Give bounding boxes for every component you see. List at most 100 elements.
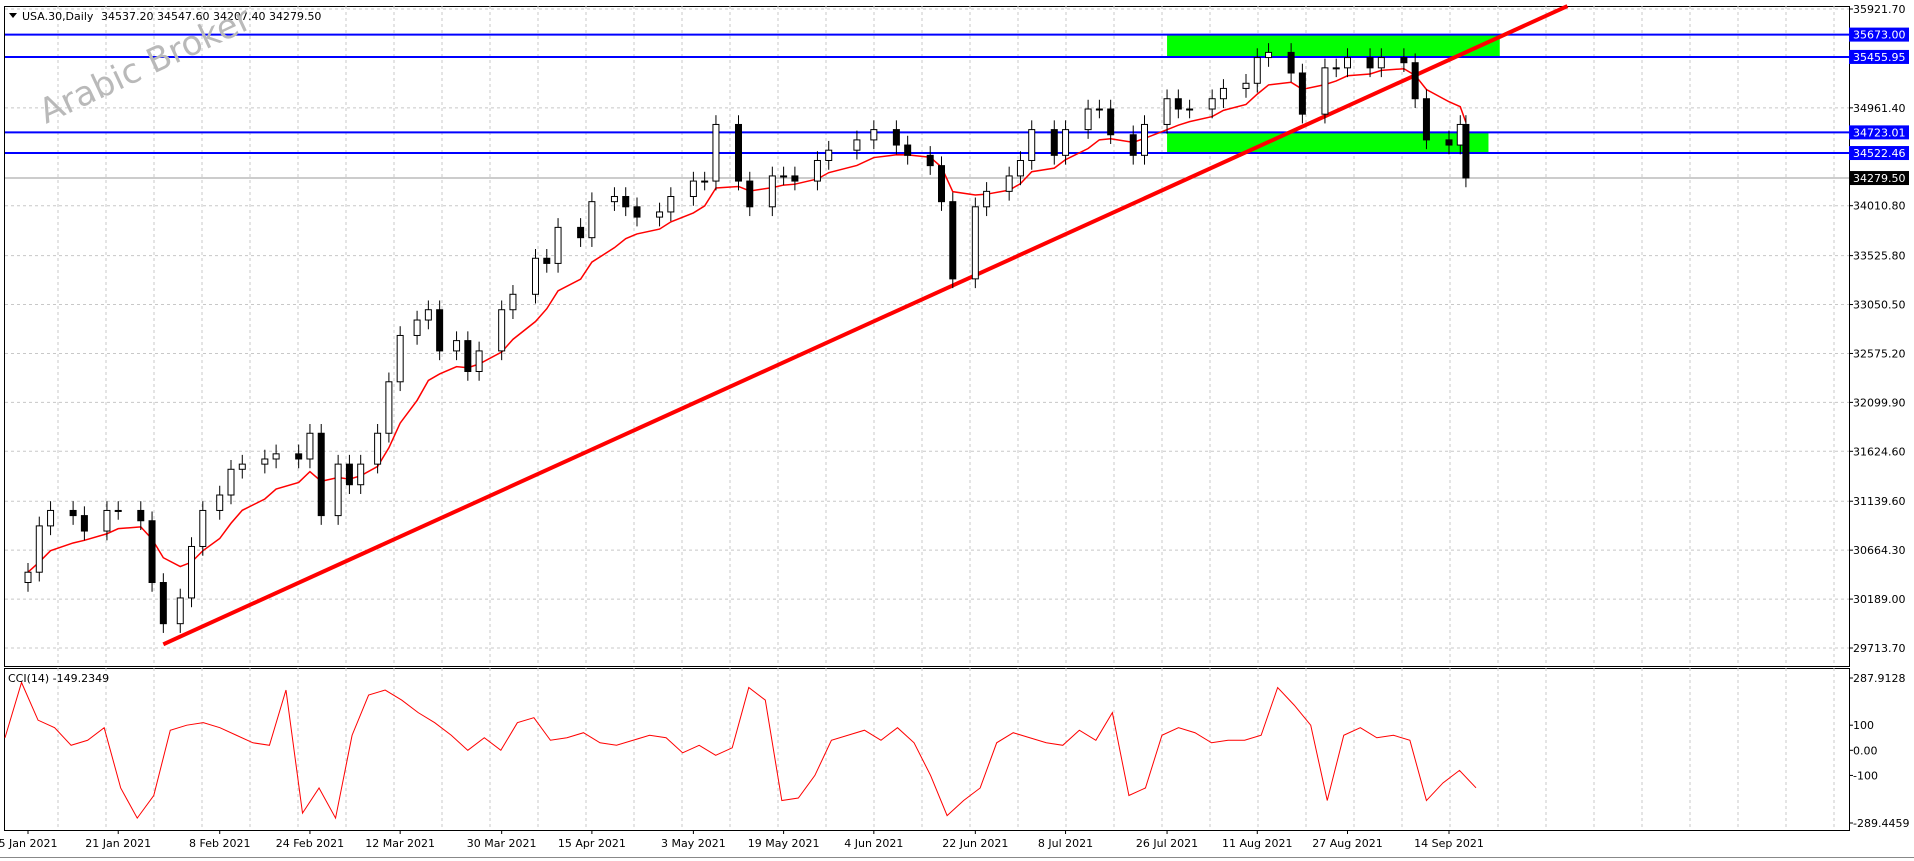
candle-bear (543, 257, 551, 264)
candle-bear (1400, 57, 1408, 64)
symbol-menu-arrow-icon[interactable] (9, 13, 17, 18)
candle-bull (238, 463, 246, 470)
candle-bull (532, 257, 539, 295)
x-tick-label: 4 Jun 2021 (844, 837, 903, 850)
candle-bull (1016, 159, 1024, 177)
cci-label: CCI(14) -149.2349 (8, 672, 109, 685)
candle-bull (272, 453, 280, 460)
support-resistance-zone (1167, 132, 1489, 154)
candle-bear (892, 129, 900, 146)
candle-bull (35, 525, 43, 573)
zone-layer (1167, 34, 1500, 154)
candle-bull (1005, 175, 1013, 192)
candle-bear (1422, 98, 1430, 141)
candle-bull (424, 309, 432, 321)
candle-bull (176, 597, 184, 625)
candle-bear (1445, 139, 1453, 146)
candle-bull (1242, 82, 1250, 89)
candle-bull (1028, 129, 1036, 161)
candle-bull (689, 180, 697, 198)
candle-bull (1062, 129, 1070, 156)
y-tick-label: 32099.90 (1853, 396, 1906, 409)
candle-bull (47, 509, 55, 527)
candle-bull (385, 381, 393, 434)
candle-bull (610, 196, 618, 203)
cci-tick-label: 287.9128 (1853, 672, 1906, 685)
candle-bull (1186, 108, 1194, 111)
y-tick-label: 33050.50 (1853, 299, 1906, 312)
last-price-tag-text: 34279.50 (1853, 172, 1906, 185)
x-tick-label: 14 Sep 2021 (1414, 837, 1484, 850)
candle-bull (1377, 57, 1385, 69)
candle-bull (453, 340, 461, 352)
candle-bull (509, 293, 517, 311)
level-layer (5, 33, 1849, 179)
y-tick-label: 35921.70 (1853, 3, 1906, 16)
axis-layer: 35921.70 34961.40 34010.80 33525.80 33050.50… (0, 3, 1909, 850)
candle-bear (148, 520, 156, 584)
candle-bull (1344, 57, 1351, 69)
level-price-tag-text: 35673.00 (1853, 29, 1906, 42)
candle-bull (24, 571, 32, 584)
candle-bull (498, 309, 506, 352)
candle-bear (791, 175, 799, 182)
candle-bull (1253, 57, 1261, 84)
x-tick-label: 8 Feb 2021 (189, 837, 250, 850)
candle-bear (345, 463, 353, 486)
candle-bear (1287, 51, 1295, 74)
candle-bull (1219, 87, 1227, 100)
cci-tick-label: 100 (1853, 719, 1874, 732)
candle-bear (159, 582, 167, 625)
candle-bear (926, 154, 934, 167)
y-tick-label: 34961.40 (1853, 102, 1906, 115)
candle-bull (1321, 67, 1329, 115)
candle-bear (436, 309, 444, 352)
cci-line (4, 681, 1477, 820)
main-panel-frame (4, 6, 1850, 667)
candle-bear (1298, 72, 1306, 115)
x-tick-label: 26 Jul 2021 (1136, 837, 1198, 850)
candle-bear (633, 206, 641, 218)
candle-bull (870, 129, 878, 141)
cci-tick-label: 0.00 (1853, 744, 1878, 757)
x-tick-label: 3 May 2021 (661, 837, 726, 850)
y-tick-label: 31139.60 (1853, 495, 1906, 508)
candle-bear (464, 340, 472, 372)
candle-layer (24, 43, 1470, 633)
x-tick-label: 8 Jul 2021 (1038, 837, 1093, 850)
candle-bear (295, 453, 303, 460)
candle-bull (825, 149, 833, 161)
candle-bull (114, 509, 122, 512)
candle-bull (334, 463, 342, 517)
candle-bear (622, 196, 630, 208)
support-resistance-zone (1167, 34, 1500, 57)
y-tick-label: 31624.60 (1853, 445, 1906, 458)
candle-bear (137, 509, 145, 522)
x-tick-label: 27 Aug 2021 (1312, 837, 1382, 850)
candle-bear (1107, 108, 1115, 136)
candle-bull (306, 432, 314, 460)
candle-bull (1141, 123, 1148, 156)
x-tick-label: 19 May 2021 (748, 837, 820, 850)
candle-bull (103, 509, 111, 532)
level-price-tag-text: 35455.95 (1853, 51, 1906, 64)
candle-bull (768, 175, 776, 208)
candle-bull (357, 463, 365, 486)
candle-bear (1411, 62, 1419, 100)
candle-bull (261, 458, 269, 465)
cci-panel-frame (4, 668, 1850, 831)
candle-bull (701, 180, 709, 183)
candle-bull (780, 175, 788, 178)
cci-tick-label: -100 (1853, 769, 1878, 782)
candle-bull (475, 350, 483, 372)
symbol-caption: USA.30,Daily (22, 10, 94, 23)
candle-bear (904, 144, 912, 156)
candle-bear (1129, 134, 1137, 156)
y-tick-label: 30189.00 (1853, 593, 1906, 606)
candle-bear (735, 123, 742, 182)
candle-bull (216, 494, 224, 511)
candle-bull (199, 509, 207, 547)
candle-bull (396, 334, 404, 383)
candle-bear (69, 509, 77, 517)
